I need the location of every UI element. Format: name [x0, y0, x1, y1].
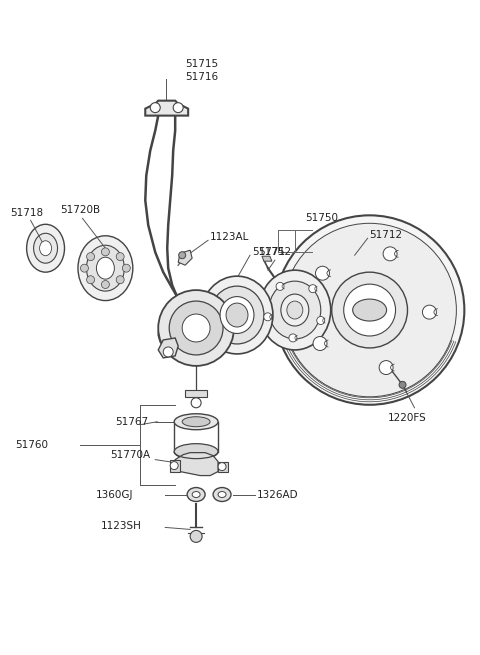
Ellipse shape — [218, 491, 226, 498]
Circle shape — [179, 252, 186, 259]
Ellipse shape — [201, 276, 273, 354]
Circle shape — [383, 247, 397, 261]
Circle shape — [116, 276, 124, 284]
Circle shape — [344, 284, 396, 336]
Polygon shape — [185, 390, 207, 397]
Circle shape — [191, 398, 201, 408]
Circle shape — [313, 337, 327, 350]
Ellipse shape — [96, 257, 114, 279]
Polygon shape — [178, 250, 192, 265]
Ellipse shape — [210, 286, 264, 344]
Circle shape — [275, 215, 464, 405]
Circle shape — [86, 276, 95, 284]
Circle shape — [264, 313, 272, 321]
Circle shape — [81, 264, 88, 272]
Polygon shape — [218, 462, 228, 472]
Ellipse shape — [39, 241, 51, 255]
Polygon shape — [145, 101, 188, 116]
Circle shape — [169, 301, 223, 355]
Circle shape — [317, 316, 324, 324]
Polygon shape — [158, 338, 178, 358]
Text: 51720B: 51720B — [60, 205, 101, 215]
Polygon shape — [170, 460, 180, 472]
Ellipse shape — [174, 443, 218, 460]
Ellipse shape — [192, 491, 200, 498]
Ellipse shape — [213, 487, 231, 502]
Text: 51771: 51771 — [252, 247, 285, 257]
Ellipse shape — [78, 236, 133, 301]
Circle shape — [101, 280, 109, 288]
Text: 51752: 51752 — [258, 247, 291, 257]
Ellipse shape — [86, 245, 124, 291]
Text: 51760: 51760 — [16, 440, 48, 450]
Circle shape — [332, 272, 408, 348]
Ellipse shape — [353, 299, 386, 321]
Text: 51750: 51750 — [305, 214, 338, 223]
Circle shape — [276, 282, 284, 290]
Ellipse shape — [226, 303, 248, 327]
Ellipse shape — [259, 270, 331, 350]
Circle shape — [150, 103, 160, 113]
Ellipse shape — [220, 297, 254, 333]
Text: 51767: 51767 — [115, 417, 148, 426]
Ellipse shape — [281, 294, 309, 326]
Text: 51770A: 51770A — [110, 449, 151, 460]
Text: 1123SH: 1123SH — [100, 521, 141, 531]
Circle shape — [218, 462, 226, 470]
Circle shape — [289, 334, 297, 342]
Circle shape — [122, 264, 130, 272]
Text: 1360GJ: 1360GJ — [96, 489, 133, 500]
Ellipse shape — [34, 233, 58, 263]
Circle shape — [116, 253, 124, 261]
Circle shape — [315, 266, 329, 280]
Circle shape — [399, 381, 406, 388]
Circle shape — [190, 531, 202, 542]
Text: 51716: 51716 — [185, 72, 218, 82]
Circle shape — [309, 285, 317, 293]
Circle shape — [163, 347, 173, 357]
Text: 51712: 51712 — [370, 231, 403, 240]
Ellipse shape — [187, 487, 205, 502]
Text: 1123AL: 1123AL — [210, 233, 250, 242]
Ellipse shape — [287, 301, 303, 319]
Circle shape — [283, 223, 456, 397]
Circle shape — [101, 248, 109, 256]
Circle shape — [379, 361, 393, 375]
Circle shape — [158, 290, 234, 366]
Ellipse shape — [269, 281, 321, 339]
Ellipse shape — [174, 414, 218, 430]
Polygon shape — [158, 305, 228, 348]
Text: 51718: 51718 — [11, 208, 44, 218]
Circle shape — [86, 253, 95, 261]
Circle shape — [422, 305, 436, 319]
Text: 1220FS: 1220FS — [387, 413, 426, 422]
Ellipse shape — [26, 224, 64, 272]
Polygon shape — [175, 453, 218, 476]
Text: 1326AD: 1326AD — [257, 489, 299, 500]
Circle shape — [173, 103, 183, 113]
Text: 51715: 51715 — [185, 59, 218, 69]
Circle shape — [170, 462, 178, 470]
Ellipse shape — [182, 417, 210, 426]
Polygon shape — [262, 256, 272, 261]
Circle shape — [182, 314, 210, 342]
